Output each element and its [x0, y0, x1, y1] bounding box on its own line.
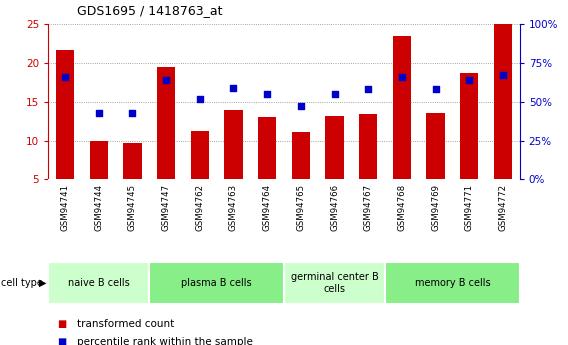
Text: cell type: cell type: [1, 278, 43, 288]
Point: [61, 74, 70, 80]
Point: [229, 85, 238, 91]
Bar: [48, 262, 149, 304]
Point: [431, 87, 440, 92]
Text: ▶: ▶: [39, 278, 46, 288]
Point: [262, 91, 272, 97]
Bar: [291, 132, 310, 179]
Text: GSM94745: GSM94745: [128, 184, 137, 231]
Bar: [123, 143, 142, 179]
Text: plasma B cells: plasma B cells: [181, 278, 252, 288]
Text: GSM94772: GSM94772: [498, 184, 507, 231]
Bar: [392, 36, 411, 179]
Bar: [157, 67, 176, 179]
Text: GSM94763: GSM94763: [229, 184, 238, 231]
Bar: [90, 141, 108, 179]
Text: ■: ■: [57, 319, 66, 329]
Text: ■: ■: [57, 337, 66, 345]
Point: [128, 110, 137, 115]
Point: [465, 77, 474, 83]
Text: GSM94762: GSM94762: [195, 184, 204, 231]
Text: GSM94767: GSM94767: [364, 184, 373, 231]
Text: memory B cells: memory B cells: [415, 278, 490, 288]
Text: GSM94768: GSM94768: [398, 184, 406, 231]
Text: percentile rank within the sample: percentile rank within the sample: [77, 337, 253, 345]
Text: GSM94765: GSM94765: [296, 184, 306, 231]
Point: [364, 87, 373, 92]
Bar: [426, 114, 445, 179]
Point: [498, 72, 507, 78]
Text: germinal center B
cells: germinal center B cells: [291, 272, 378, 294]
Text: GDS1695 / 1418763_at: GDS1695 / 1418763_at: [77, 4, 222, 17]
Text: GSM94766: GSM94766: [330, 184, 339, 231]
Bar: [284, 262, 385, 304]
Text: GSM94769: GSM94769: [431, 184, 440, 230]
Point: [296, 104, 306, 109]
Point: [330, 91, 339, 97]
Bar: [460, 73, 478, 179]
Text: naive B cells: naive B cells: [68, 278, 130, 288]
Point: [398, 74, 407, 80]
Bar: [325, 116, 344, 179]
Text: GSM94771: GSM94771: [465, 184, 474, 231]
Bar: [56, 50, 74, 179]
Bar: [258, 117, 277, 179]
Bar: [224, 110, 243, 179]
Bar: [385, 262, 520, 304]
Text: GSM94764: GSM94764: [262, 184, 272, 231]
Bar: [494, 24, 512, 179]
Text: transformed count: transformed count: [77, 319, 174, 329]
Point: [94, 110, 103, 115]
Text: GSM94747: GSM94747: [162, 184, 170, 231]
Point: [195, 96, 204, 101]
Text: GSM94744: GSM94744: [94, 184, 103, 231]
Bar: [359, 114, 378, 179]
Bar: [190, 131, 209, 179]
Text: GSM94741: GSM94741: [61, 184, 70, 231]
Point: [161, 77, 170, 83]
Bar: [149, 262, 284, 304]
